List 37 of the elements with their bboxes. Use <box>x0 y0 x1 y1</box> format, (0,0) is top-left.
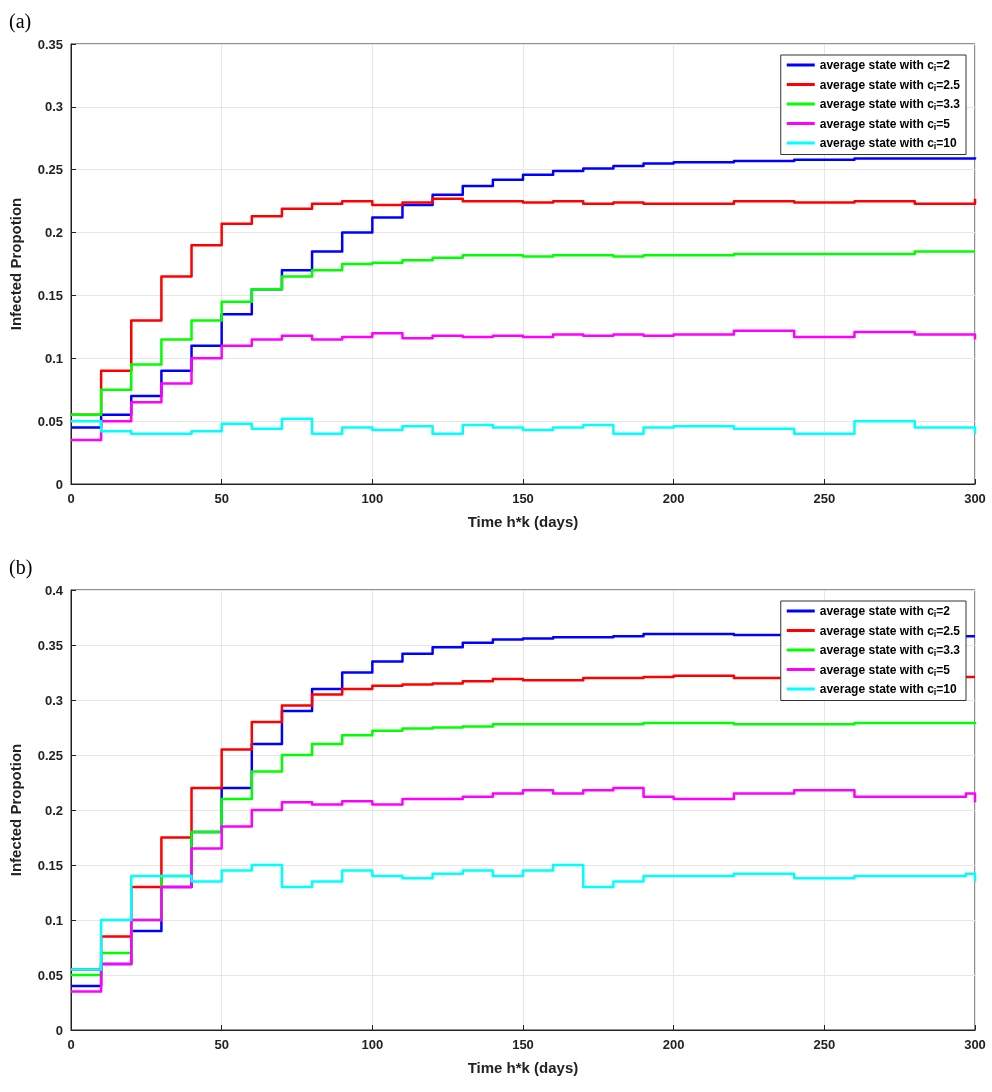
y-tick-label: 0.1 <box>44 912 63 928</box>
y-tick-label: 0.35 <box>37 637 63 653</box>
y-tick-label: 0 <box>55 1022 63 1038</box>
y-tick-label: 0.25 <box>37 162 63 178</box>
y-tick-label: 0.2 <box>44 802 63 818</box>
y-tick-label: 0.05 <box>37 967 63 983</box>
y-tick-label: 0.15 <box>37 857 63 873</box>
y-tick-label: 0.35 <box>37 36 63 52</box>
y-tick-label: 0.4 <box>44 582 64 598</box>
x-tick-label: 50 <box>214 1037 229 1052</box>
x-tick-label: 150 <box>512 491 534 506</box>
x-tick-label: 200 <box>662 491 685 506</box>
x-tick-label: 300 <box>964 491 986 506</box>
y-tick-label: 0.15 <box>37 287 63 303</box>
x-tick-label: 50 <box>214 491 229 506</box>
y-axis-title: Infected Propotion <box>7 743 24 877</box>
y-tick-label: 0.1 <box>44 350 63 366</box>
x-tick-label: 150 <box>512 1037 534 1052</box>
y-tick-label: 0.2 <box>44 225 63 241</box>
x-tick-label: 250 <box>813 491 836 506</box>
x-tick-label: 250 <box>813 1037 836 1052</box>
x-tick-label: 300 <box>964 1037 986 1052</box>
y-tick-label: 0.3 <box>44 99 63 115</box>
y-tick-label: 0 <box>55 476 63 492</box>
chart-title: (a) <box>9 10 32 33</box>
y-tick-label: 0.3 <box>44 692 63 708</box>
x-tick-label: 0 <box>67 491 75 506</box>
x-tick-label: 100 <box>361 491 384 506</box>
y-tick-label: 0.25 <box>37 747 63 763</box>
x-tick-label: 200 <box>662 1037 685 1052</box>
y-axis-title: Infected Propotion <box>7 197 24 331</box>
x-tick-label: 100 <box>361 1037 384 1052</box>
x-tick-label: 0 <box>67 1037 75 1052</box>
chart-title: (b) <box>9 556 33 579</box>
x-axis-title: Time h*k (days) <box>467 1059 579 1076</box>
x-axis-title: Time h*k (days) <box>467 513 579 530</box>
y-tick-label: 0.05 <box>37 413 63 429</box>
